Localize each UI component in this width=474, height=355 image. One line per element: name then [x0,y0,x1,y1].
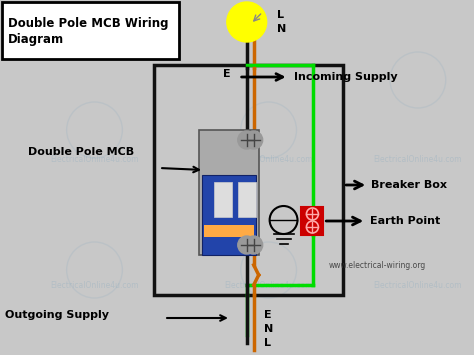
Circle shape [245,236,263,254]
Bar [214,182,232,217]
Circle shape [238,236,255,254]
Text: www.electrical-wiring.org: www.electrical-wiring.org [328,261,426,270]
Circle shape [227,2,267,42]
Bar [202,175,255,255]
Bar [204,225,254,237]
Text: ElectricalOnline4u.com: ElectricalOnline4u.com [374,155,462,164]
Text: Incoming Supply: Incoming Supply [293,72,397,82]
Text: L: L [277,10,283,20]
Text: N: N [264,324,273,334]
Circle shape [238,131,255,149]
Text: ElectricalOnline4u.com: ElectricalOnline4u.com [374,280,462,289]
Text: E: E [223,69,230,79]
Bar [301,207,323,235]
Text: Breaker Box: Breaker Box [371,180,447,190]
Bar [199,130,259,255]
Text: ElectricalOnline4u.com: ElectricalOnline4u.com [50,155,139,164]
Text: ElectricalOnline4u.com: ElectricalOnline4u.com [224,280,313,289]
Text: Double Pole MCB Wiring
Diagram: Double Pole MCB Wiring Diagram [8,17,168,47]
Text: Double Pole MCB: Double Pole MCB [28,147,134,157]
Circle shape [245,131,263,149]
Text: N: N [277,24,286,34]
Text: Earth Point: Earth Point [370,216,440,226]
Text: E: E [264,310,271,320]
Bar [154,65,343,295]
Text: Outgoing Supply: Outgoing Supply [5,310,109,320]
Text: ElectricalOnline4u.com: ElectricalOnline4u.com [50,280,139,289]
Text: ElectricalOnline4u.com: ElectricalOnline4u.com [224,155,313,164]
Bar [2,2,179,59]
Text: L: L [264,338,271,348]
Bar [238,182,255,217]
